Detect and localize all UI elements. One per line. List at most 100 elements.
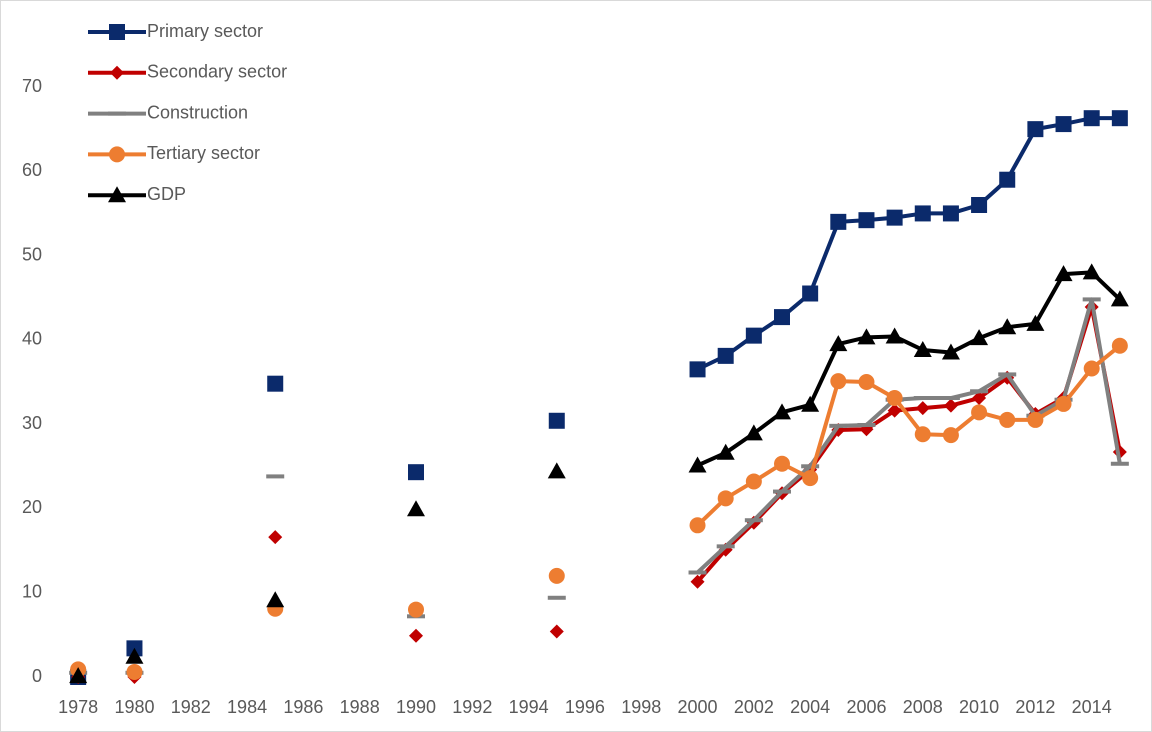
- data-point: [858, 374, 875, 390]
- x-tick-label: 1980: [114, 697, 154, 717]
- y-tick-label: 50: [22, 244, 42, 264]
- data-point: [971, 197, 988, 213]
- x-tick-label: 2014: [1072, 697, 1112, 717]
- data-point: [998, 318, 1017, 335]
- series-line: [696, 344, 1122, 527]
- data-point: [942, 205, 959, 222]
- data-point: [1055, 116, 1072, 133]
- x-tick-label: 1984: [227, 697, 267, 717]
- y-tick-label: 10: [22, 581, 42, 601]
- data-point: [1110, 461, 1129, 466]
- data-point: [1083, 360, 1100, 377]
- data-point: [688, 570, 707, 575]
- data-point: [942, 427, 959, 444]
- data-point: [914, 426, 931, 443]
- legend-marker: [108, 186, 126, 203]
- data-point: [547, 462, 566, 479]
- series-line: [696, 297, 1122, 574]
- data-point: [690, 574, 705, 589]
- data-point: [717, 490, 734, 507]
- data-point: [913, 340, 932, 357]
- x-tick-label: 1994: [509, 697, 549, 717]
- data-point: [802, 470, 819, 487]
- data-point: [1082, 263, 1101, 280]
- y-tick-label: 0: [32, 666, 42, 686]
- x-tick-label: 1982: [171, 697, 211, 717]
- data-point: [801, 464, 820, 469]
- data-point: [970, 389, 989, 394]
- data-point: [999, 171, 1016, 188]
- data-point: [999, 411, 1016, 428]
- data-point: [857, 422, 876, 427]
- data-point: [1111, 337, 1128, 354]
- y-tick-label: 60: [22, 160, 42, 180]
- data-point: [829, 335, 848, 352]
- data-point: [971, 404, 988, 421]
- data-point: [941, 396, 960, 401]
- data-point: [716, 544, 735, 549]
- data-point: [913, 396, 932, 401]
- data-point: [267, 375, 284, 392]
- y-tick-label: 40: [22, 329, 42, 349]
- data-point: [744, 518, 763, 523]
- data-point: [885, 327, 904, 344]
- data-point: [886, 209, 903, 226]
- data-point: [773, 403, 791, 420]
- legend-marker: [110, 65, 124, 80]
- y-tick-label: 20: [22, 497, 42, 517]
- legend-label: Tertiary sector: [147, 143, 260, 163]
- data-point: [688, 456, 707, 473]
- x-tick-label: 1992: [452, 697, 492, 717]
- data-point: [548, 412, 565, 429]
- data-point: [745, 473, 762, 490]
- x-tick-label: 1998: [621, 697, 661, 717]
- x-tick-label: 1988: [340, 697, 380, 717]
- legend-label: GDP: [147, 184, 186, 204]
- data-point: [408, 464, 424, 481]
- data-point: [829, 423, 848, 428]
- data-point: [408, 601, 424, 618]
- legend-marker: [109, 24, 125, 40]
- x-tick-label: 2002: [734, 697, 774, 717]
- data-point: [745, 327, 762, 344]
- data-point: [830, 373, 847, 390]
- x-tick-label: 2012: [1015, 697, 1055, 717]
- data-point: [830, 213, 847, 230]
- y-tick-label: 70: [22, 76, 42, 96]
- data-point: [887, 403, 902, 418]
- data-point: [266, 591, 285, 608]
- x-tick-label: 1986: [283, 697, 323, 717]
- data-point: [857, 328, 876, 345]
- x-tick-label: 2010: [959, 697, 999, 717]
- data-point: [941, 343, 960, 360]
- x-tick-label: 1978: [58, 697, 98, 717]
- y-tick-label: 30: [22, 413, 42, 433]
- data-point: [802, 285, 819, 302]
- data-point: [801, 395, 820, 412]
- data-point: [717, 347, 734, 364]
- data-point: [1026, 314, 1045, 331]
- legend-label: Primary sector: [147, 21, 263, 41]
- data-point: [126, 663, 143, 680]
- data-point: [1055, 395, 1072, 412]
- data-point: [716, 443, 735, 460]
- data-point: [858, 212, 875, 229]
- data-point: [886, 390, 903, 407]
- data-point: [1082, 297, 1101, 302]
- x-tick-label: 1990: [396, 697, 436, 717]
- data-point: [773, 489, 791, 494]
- data-point: [1027, 411, 1044, 428]
- series-line: [696, 116, 1120, 372]
- data-point: [549, 624, 564, 639]
- data-point: [689, 361, 706, 378]
- data-point: [1110, 290, 1129, 307]
- data-point: [1027, 121, 1044, 138]
- data-point: [1054, 265, 1073, 282]
- data-point: [998, 372, 1017, 377]
- series-line: [696, 270, 1122, 468]
- data-point: [774, 455, 790, 472]
- x-tick-label: 1996: [565, 697, 605, 717]
- data-point: [744, 424, 763, 441]
